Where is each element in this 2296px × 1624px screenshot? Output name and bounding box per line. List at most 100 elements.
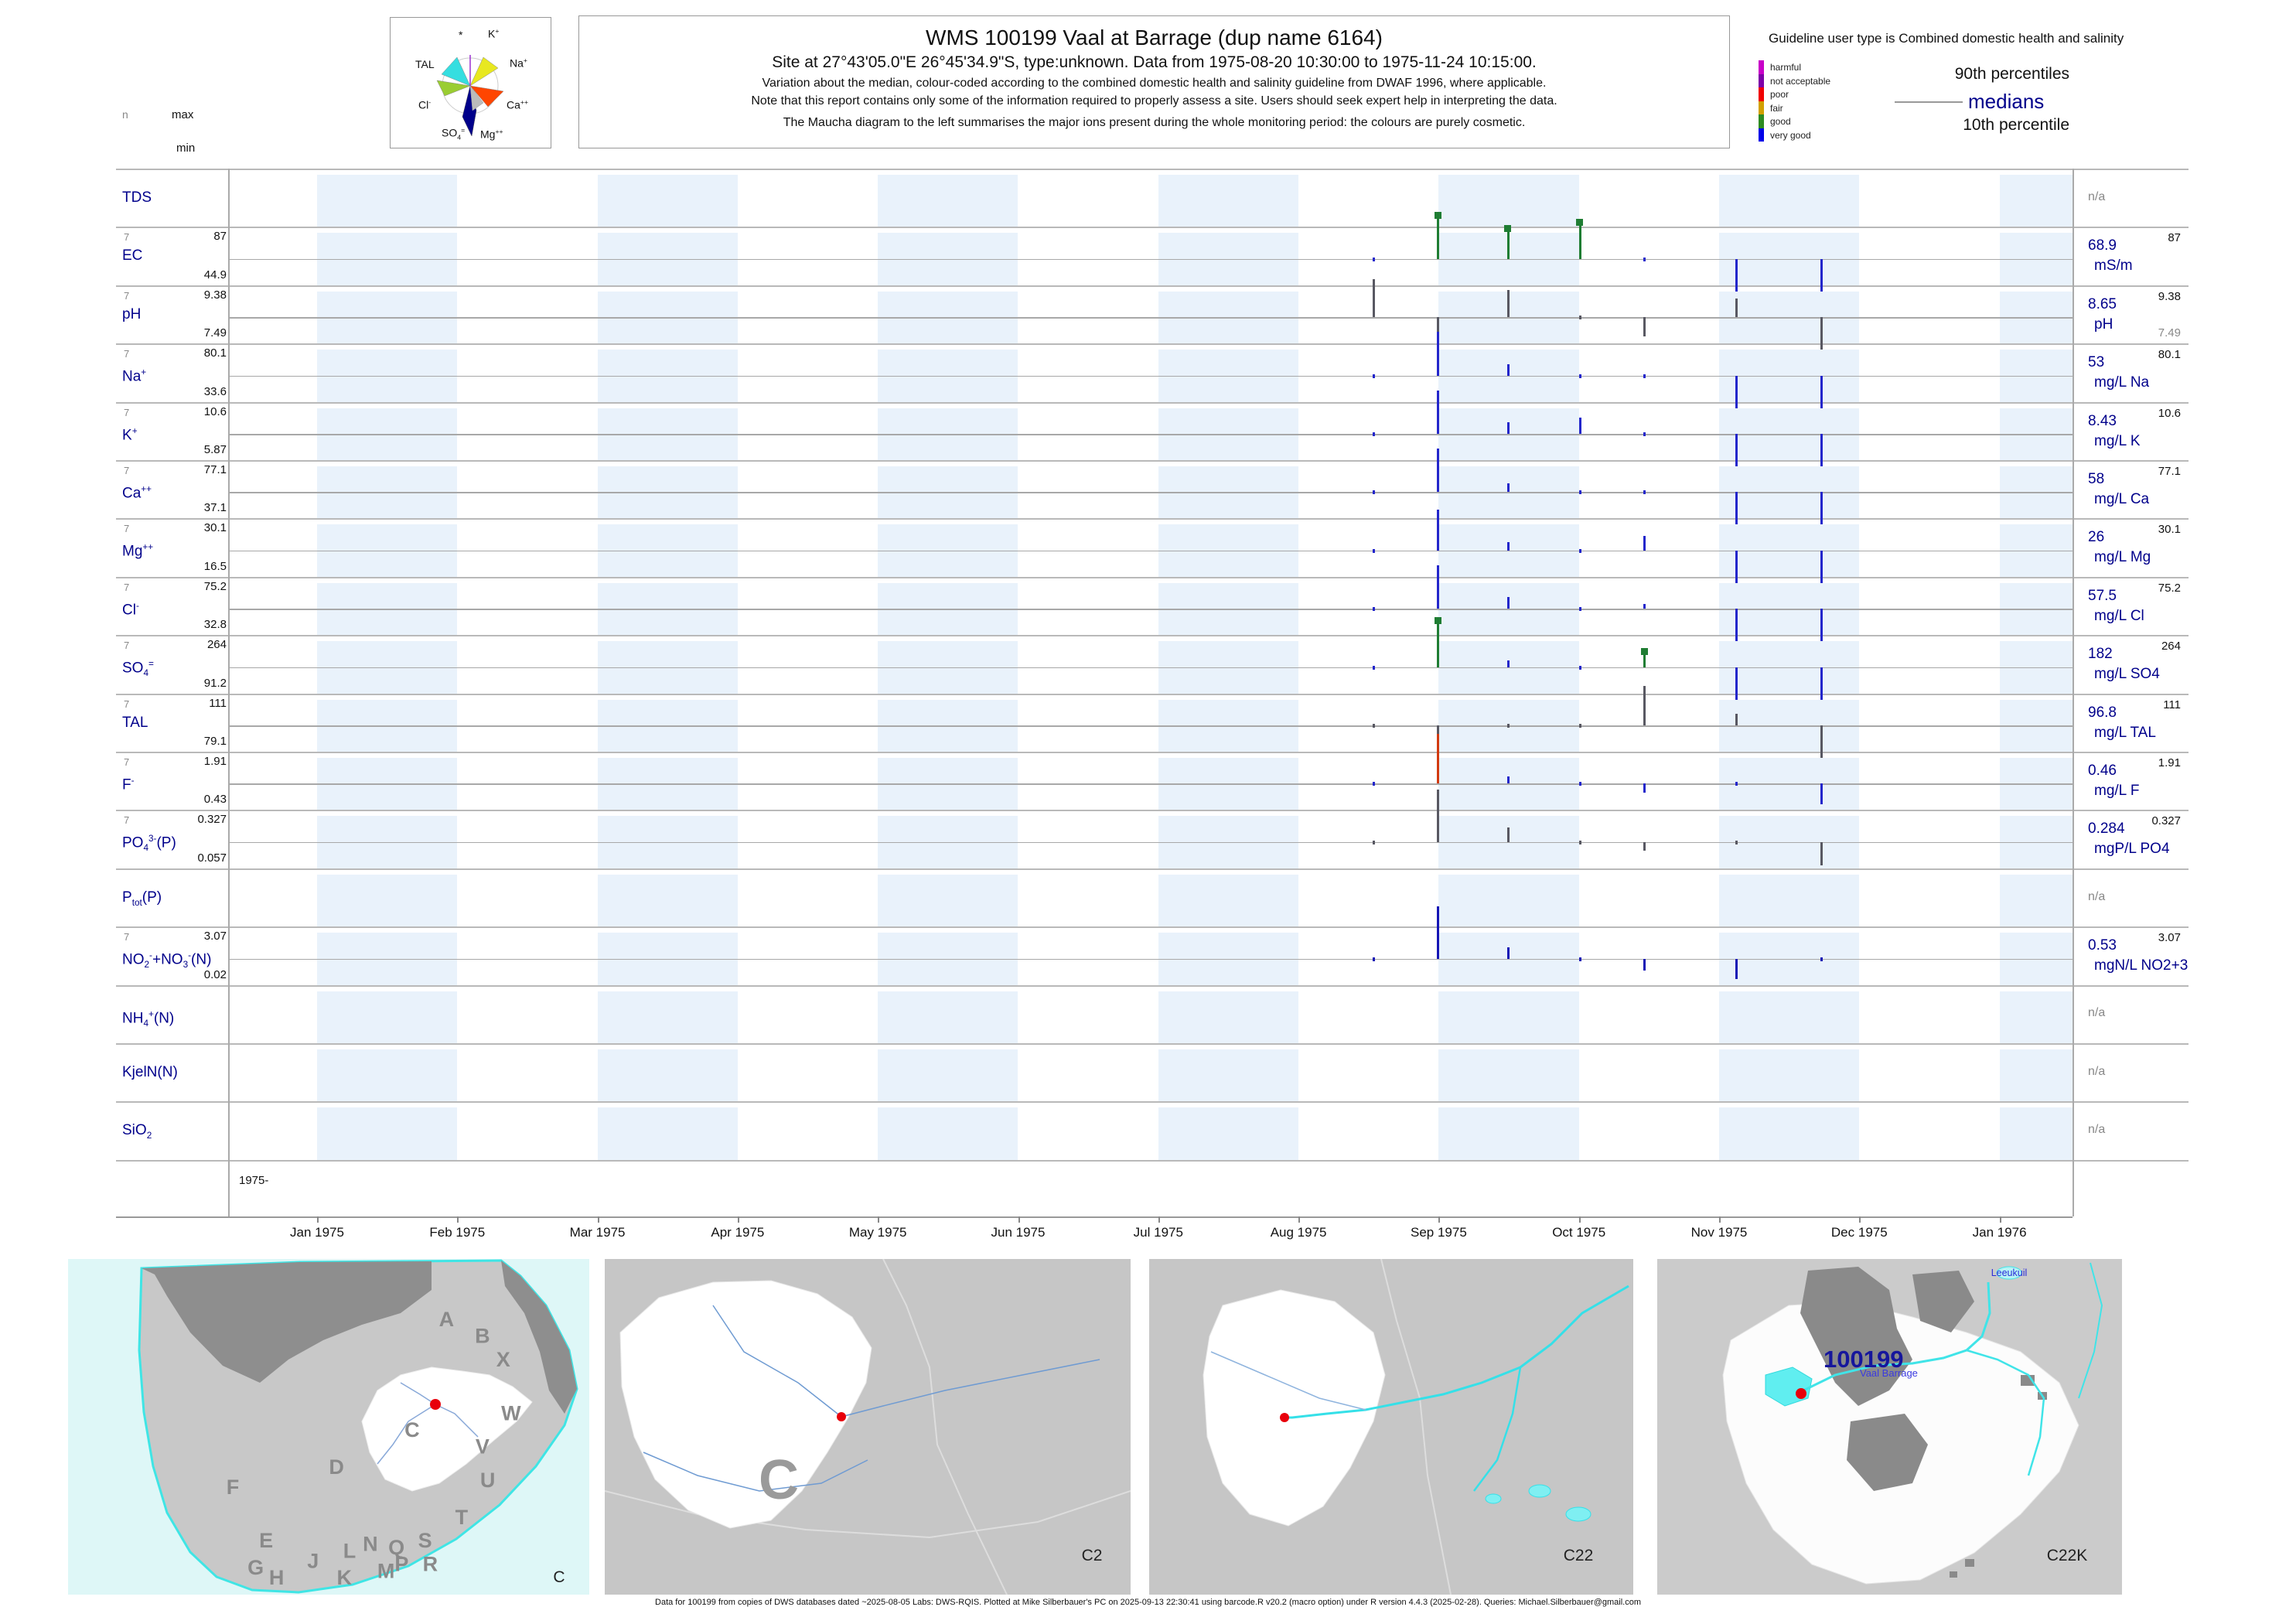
param-label-cl: Cl- <box>122 600 139 619</box>
median-value-ph: 8.65 <box>2088 295 2117 312</box>
river <box>643 1452 868 1492</box>
p90-value-no23: 3.07 <box>2158 931 2181 945</box>
row-strip-ph <box>228 287 2073 344</box>
month-band <box>1158 874 1299 927</box>
row-divider <box>116 343 2189 346</box>
param-label-kjeln: KjelN(N) <box>122 1064 178 1080</box>
quality-bar-segment <box>1759 87 1764 101</box>
sample-mark <box>1506 421 1510 435</box>
row-divider <box>116 810 2189 812</box>
month-band <box>1158 1107 1299 1160</box>
month-band <box>317 1049 458 1102</box>
sample-mark <box>1506 289 1510 318</box>
dam <box>1528 1484 1551 1498</box>
axis-tick <box>457 1216 459 1223</box>
sample-mark <box>1578 665 1581 670</box>
sample-mark <box>1735 840 1738 844</box>
vaal-river <box>1800 1281 1991 1394</box>
median-line-f <box>228 783 2073 785</box>
land-neighbours-east <box>501 1261 577 1414</box>
quality-bar-segment <box>1759 73 1764 87</box>
median-value-tal: 96.8 <box>2088 704 2117 721</box>
boundary <box>604 1490 1131 1539</box>
maucha-ion-label: SO4= <box>442 126 466 142</box>
month-band <box>1999 175 2073 227</box>
sample-mark <box>1820 667 1823 720</box>
sample-mark <box>1643 257 1646 261</box>
axis-tick <box>317 1216 319 1223</box>
sample-mark <box>1735 713 1738 726</box>
month-label: Jun 1975 <box>991 1225 1046 1240</box>
axis-tick <box>597 1216 599 1223</box>
sample-mark <box>1578 225 1581 259</box>
sample-mark <box>1820 957 1823 961</box>
month-label: Nov 1975 <box>1690 1225 1748 1240</box>
param-min: 0.057 <box>197 851 227 865</box>
param-max: 111 <box>209 696 227 710</box>
region-letter-P: P <box>394 1553 408 1576</box>
median-value-so4: 182 <box>2088 646 2113 663</box>
river <box>712 1305 1100 1418</box>
p90-value-so4: 264 <box>2161 640 2181 653</box>
urban-area <box>1965 1559 1974 1567</box>
quality-label: harmful <box>1770 62 1802 73</box>
median-value-na: 53 <box>2088 354 2105 371</box>
median-value-k: 8.43 <box>2088 412 2117 429</box>
sample-mark <box>1372 724 1375 728</box>
site-dot <box>430 1399 441 1410</box>
map-drainage-region-c: C C2 <box>604 1258 1131 1598</box>
month-band <box>1999 991 2073 1043</box>
param-n: 7 <box>124 289 130 302</box>
axis-tick <box>1578 1216 1581 1223</box>
row-strip-kjeln <box>228 1045 2073 1102</box>
note-variation: Variation about the median, colour-coded… <box>762 77 1547 90</box>
row-divider <box>116 169 2189 170</box>
big-letter-c: C <box>759 1449 799 1511</box>
sample-mark <box>1372 279 1375 318</box>
month-band <box>1438 991 1579 1043</box>
p90-value-cl: 75.2 <box>2158 581 2181 595</box>
maucha-wedge-mg <box>469 85 484 111</box>
median-line-po4 <box>228 841 2073 844</box>
unit-label-k: mg/L K <box>2094 432 2141 449</box>
sample-mark <box>1735 958 1738 980</box>
row-strip-ec <box>228 228 2073 285</box>
median-line-ec <box>228 258 2073 261</box>
row-strip-sio2 <box>228 1103 2073 1160</box>
site-name-label: Vaal Barrage <box>1860 1367 1918 1379</box>
quality-bar-segment <box>1759 128 1764 142</box>
urban-area <box>1800 1267 1912 1406</box>
sample-mark <box>1372 548 1375 553</box>
month-band <box>597 991 738 1043</box>
sample-mark-cap <box>1504 224 1512 232</box>
land-neighbours-north <box>142 1261 432 1383</box>
row-strip-tal <box>228 695 2073 752</box>
na-value-kjeln: n/a <box>2088 1064 2106 1078</box>
row-strip-so4 <box>228 636 2073 694</box>
p90-value-ca: 77.1 <box>2158 465 2181 478</box>
maucha-ion-label: Cl- <box>418 98 432 111</box>
month-band <box>1999 1107 2073 1160</box>
month-label: Sep 1975 <box>1410 1225 1467 1240</box>
sample-mark <box>1643 317 1646 337</box>
sample-mark <box>1643 490 1646 495</box>
param-n: 7 <box>124 465 130 476</box>
footer-text: Data for 100199 from copies of DWS datab… <box>655 1598 1641 1607</box>
param-n: 7 <box>124 523 130 535</box>
river <box>2078 1262 2103 1399</box>
sample-mark <box>1437 623 1440 667</box>
guideline-text: Guideline user type is Combined domestic… <box>1769 31 2124 46</box>
boundary <box>882 1258 1008 1595</box>
na-value-tds: n/a <box>2088 189 2106 203</box>
param-min: 16.5 <box>203 559 227 573</box>
param-label-tds: TDS <box>122 189 152 206</box>
place-label: Leeukuil <box>1991 1267 2028 1278</box>
catchment-c-highlight <box>361 1366 533 1492</box>
sample-mark <box>1437 332 1440 376</box>
month-band <box>317 991 458 1043</box>
quality-bar-segment <box>1759 60 1764 74</box>
region-letter-H: H <box>269 1566 285 1589</box>
param-label-mg: Mg++ <box>122 542 154 560</box>
unit-label-ec: mS/m <box>2094 258 2133 275</box>
